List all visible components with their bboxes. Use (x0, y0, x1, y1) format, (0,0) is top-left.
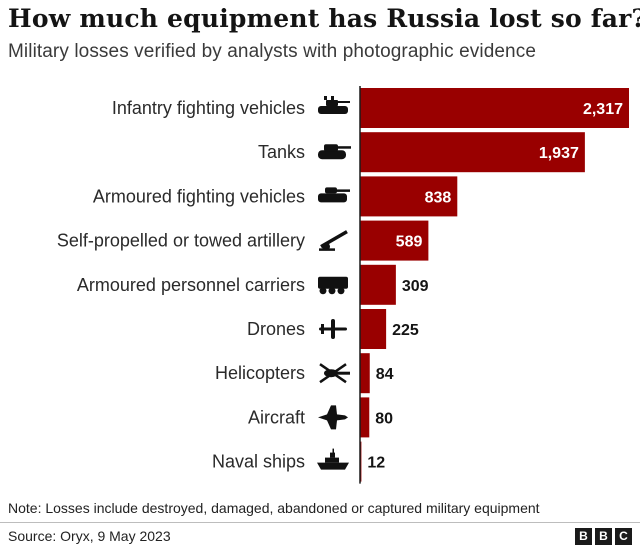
logo-letter: C (615, 528, 632, 545)
bar (360, 132, 585, 173)
value-label: 2,317 (583, 101, 623, 118)
value-label: 12 (367, 455, 385, 472)
logo-letter: B (595, 528, 612, 545)
category-label: Infantry fighting vehicles (112, 98, 305, 118)
chart-note: Note: Losses include destroyed, damaged,… (8, 500, 540, 516)
bar (360, 397, 370, 438)
artillery-icon (319, 230, 348, 251)
bar (360, 220, 429, 261)
chart-subtitle: Military losses verified by analysts wit… (8, 41, 536, 62)
category-label: Tanks (258, 142, 305, 162)
value-label: 225 (392, 322, 419, 339)
bar-chart: Infantry fighting vehicles 2,317 Tanks 1,93… (57, 86, 629, 484)
category-label: Self-propelled or towed artillery (57, 231, 305, 251)
category-label: Armoured personnel carriers (77, 275, 305, 295)
aircraft-icon (318, 405, 348, 430)
category-label: Naval ships (212, 452, 305, 472)
chart-title: How much equipment has Russia lost so fa… (8, 4, 640, 33)
ship-icon (317, 448, 349, 470)
value-label: 589 (396, 234, 423, 251)
bar (360, 353, 370, 394)
value-label: 80 (375, 410, 393, 427)
bar (360, 88, 629, 128)
bar (360, 176, 458, 217)
value-label: 84 (376, 366, 394, 383)
category-label: Armoured fighting vehicles (93, 186, 305, 206)
logo-letter: B (575, 528, 592, 545)
chart-source: Source: Oryx, 9 May 2023 (8, 528, 171, 544)
helicopter-icon (319, 363, 350, 384)
value-label: 309 (402, 278, 429, 295)
bbc-logo: B B C (575, 528, 632, 545)
value-label: 838 (425, 189, 452, 206)
bar (360, 309, 387, 349)
drone-icon (319, 319, 347, 339)
category-label: Drones (247, 319, 305, 339)
tank-icon (318, 144, 351, 160)
category-label: Helicopters (215, 363, 305, 383)
ifv-icon (318, 96, 350, 114)
value-label: 1,937 (539, 145, 579, 162)
category-label: Aircraft (248, 407, 305, 427)
bar (360, 264, 396, 305)
apc-icon (318, 276, 348, 295)
afv-icon (318, 187, 350, 203)
footer-divider (0, 522, 640, 523)
